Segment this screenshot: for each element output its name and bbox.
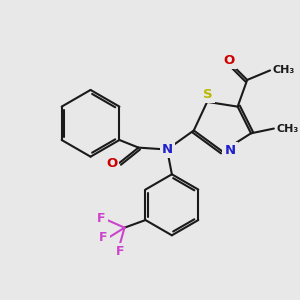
Text: O: O	[106, 157, 117, 170]
Text: CH₃: CH₃	[273, 65, 295, 75]
Text: N: N	[224, 144, 236, 157]
Text: F: F	[116, 245, 124, 258]
Text: O: O	[224, 54, 235, 68]
Text: S: S	[203, 88, 213, 101]
Text: N: N	[161, 143, 173, 156]
Text: F: F	[98, 212, 106, 225]
Text: F: F	[99, 231, 108, 244]
Text: CH₃: CH₃	[277, 124, 299, 134]
